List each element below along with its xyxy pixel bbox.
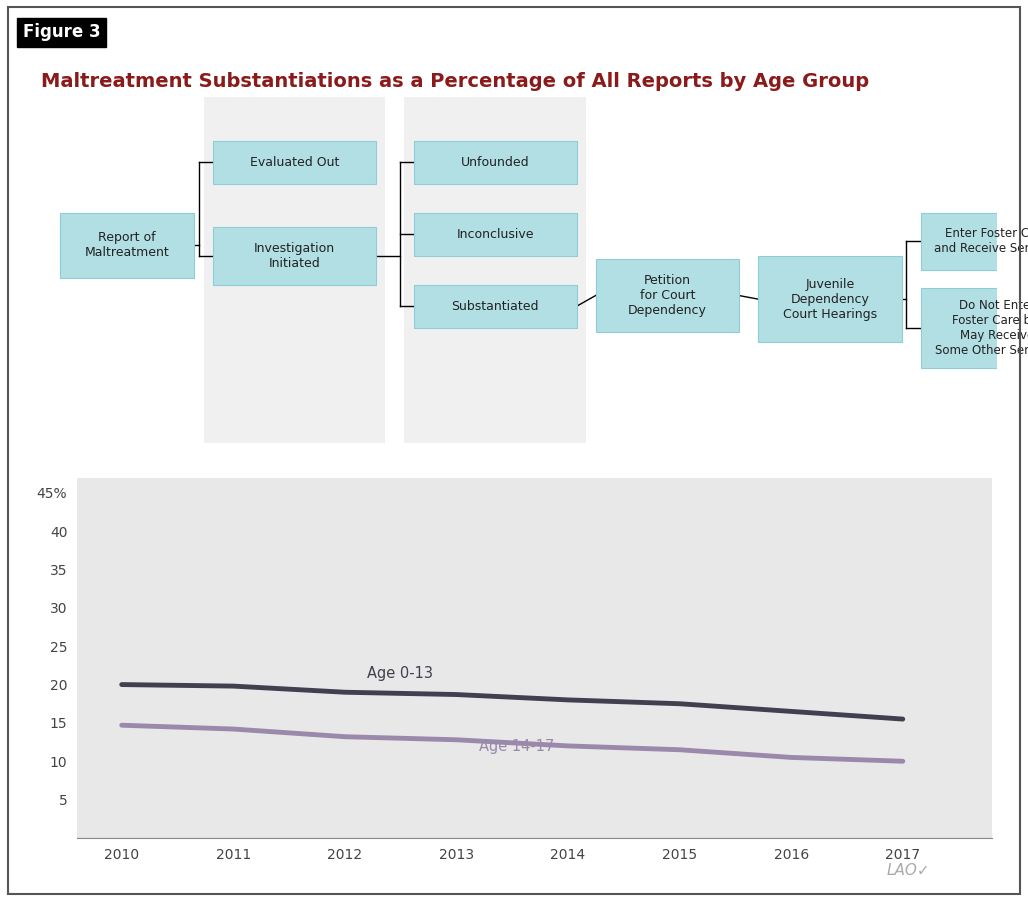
FancyBboxPatch shape: [61, 213, 194, 278]
FancyBboxPatch shape: [204, 97, 386, 443]
Text: Unfounded: Unfounded: [461, 156, 529, 168]
FancyBboxPatch shape: [414, 141, 577, 184]
Text: Do Not Enter
Foster Care but
May Receive
Some Other Services: Do Not Enter Foster Care but May Receive…: [935, 299, 1028, 357]
FancyBboxPatch shape: [414, 285, 577, 328]
Text: Inconclusive: Inconclusive: [456, 228, 534, 241]
Text: Figure 3: Figure 3: [23, 23, 101, 41]
Text: Age 14-17: Age 14-17: [479, 740, 554, 754]
Text: Evaluated Out: Evaluated Out: [250, 156, 339, 168]
FancyBboxPatch shape: [759, 256, 902, 342]
FancyBboxPatch shape: [921, 213, 1028, 270]
Text: Juvenile
Dependency
Court Hearings: Juvenile Dependency Court Hearings: [782, 278, 877, 321]
Text: Substantiated: Substantiated: [451, 300, 539, 313]
FancyBboxPatch shape: [921, 288, 1028, 368]
Text: Maltreatment Substantiations as a Percentage of All Reports by Age Group: Maltreatment Substantiations as a Percen…: [41, 72, 870, 91]
FancyBboxPatch shape: [595, 259, 739, 332]
Text: LAO✓: LAO✓: [887, 863, 930, 878]
Text: Report of
Maltreatment: Report of Maltreatment: [84, 231, 170, 259]
FancyBboxPatch shape: [213, 227, 376, 285]
FancyBboxPatch shape: [414, 213, 577, 256]
Text: Investigation
Initiated: Investigation Initiated: [254, 241, 335, 270]
FancyBboxPatch shape: [213, 141, 376, 184]
Text: Enter Foster Care
and Receive Services: Enter Foster Care and Receive Services: [934, 227, 1028, 256]
FancyBboxPatch shape: [404, 97, 586, 443]
Text: Petition
for Court
Dependency: Petition for Court Dependency: [628, 274, 707, 317]
Text: Age 0-13: Age 0-13: [367, 667, 433, 681]
